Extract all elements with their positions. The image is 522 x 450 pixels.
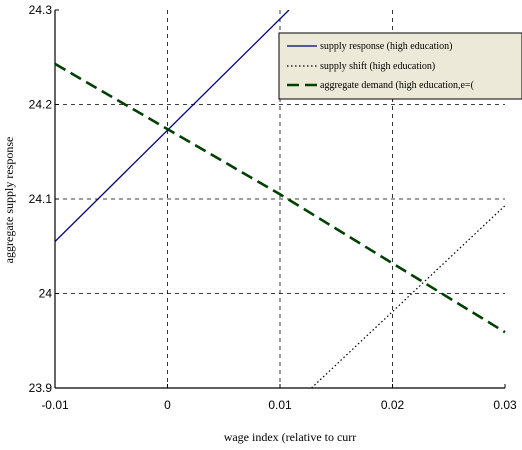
legend-label-2: supply shift (high education) xyxy=(320,61,435,72)
x-tick-label: -0.01 xyxy=(41,398,69,412)
series-line-1 xyxy=(55,10,290,242)
x-tick-labels: -0.01 0 0.01 0.02 0.03 xyxy=(41,398,517,412)
series-line-3 xyxy=(55,62,506,334)
y-tick-label: 24.1 xyxy=(29,192,53,206)
x-tick-label: 0.01 xyxy=(268,398,292,412)
y-tick-labels: 23.9 24 24.1 24.2 24.3 xyxy=(29,3,53,395)
grid xyxy=(55,10,505,388)
legend-label-1: supply response (high education) xyxy=(320,41,452,52)
legend-box xyxy=(278,32,522,100)
x-tick-label: 0 xyxy=(164,398,171,412)
plot-frame xyxy=(54,9,506,389)
y-tick-label: 24.3 xyxy=(29,3,53,17)
y-tick-label: 24 xyxy=(39,287,53,301)
series-lines xyxy=(55,10,506,388)
y-tick-label: 24.2 xyxy=(29,98,53,112)
legend: supply response (high education) supply s… xyxy=(278,32,522,100)
x-tick-label: 0.02 xyxy=(381,398,405,412)
y-axis-label: aggregate supply response xyxy=(2,137,16,264)
legend-label-3: aggregate demand (high education,e=( xyxy=(320,80,475,91)
x-axis-label: wage index (relative to curr xyxy=(224,430,357,444)
series-line-2 xyxy=(311,205,506,388)
y-tick-label: 23.9 xyxy=(29,381,53,395)
x-tick-label: 0.03 xyxy=(493,398,517,412)
